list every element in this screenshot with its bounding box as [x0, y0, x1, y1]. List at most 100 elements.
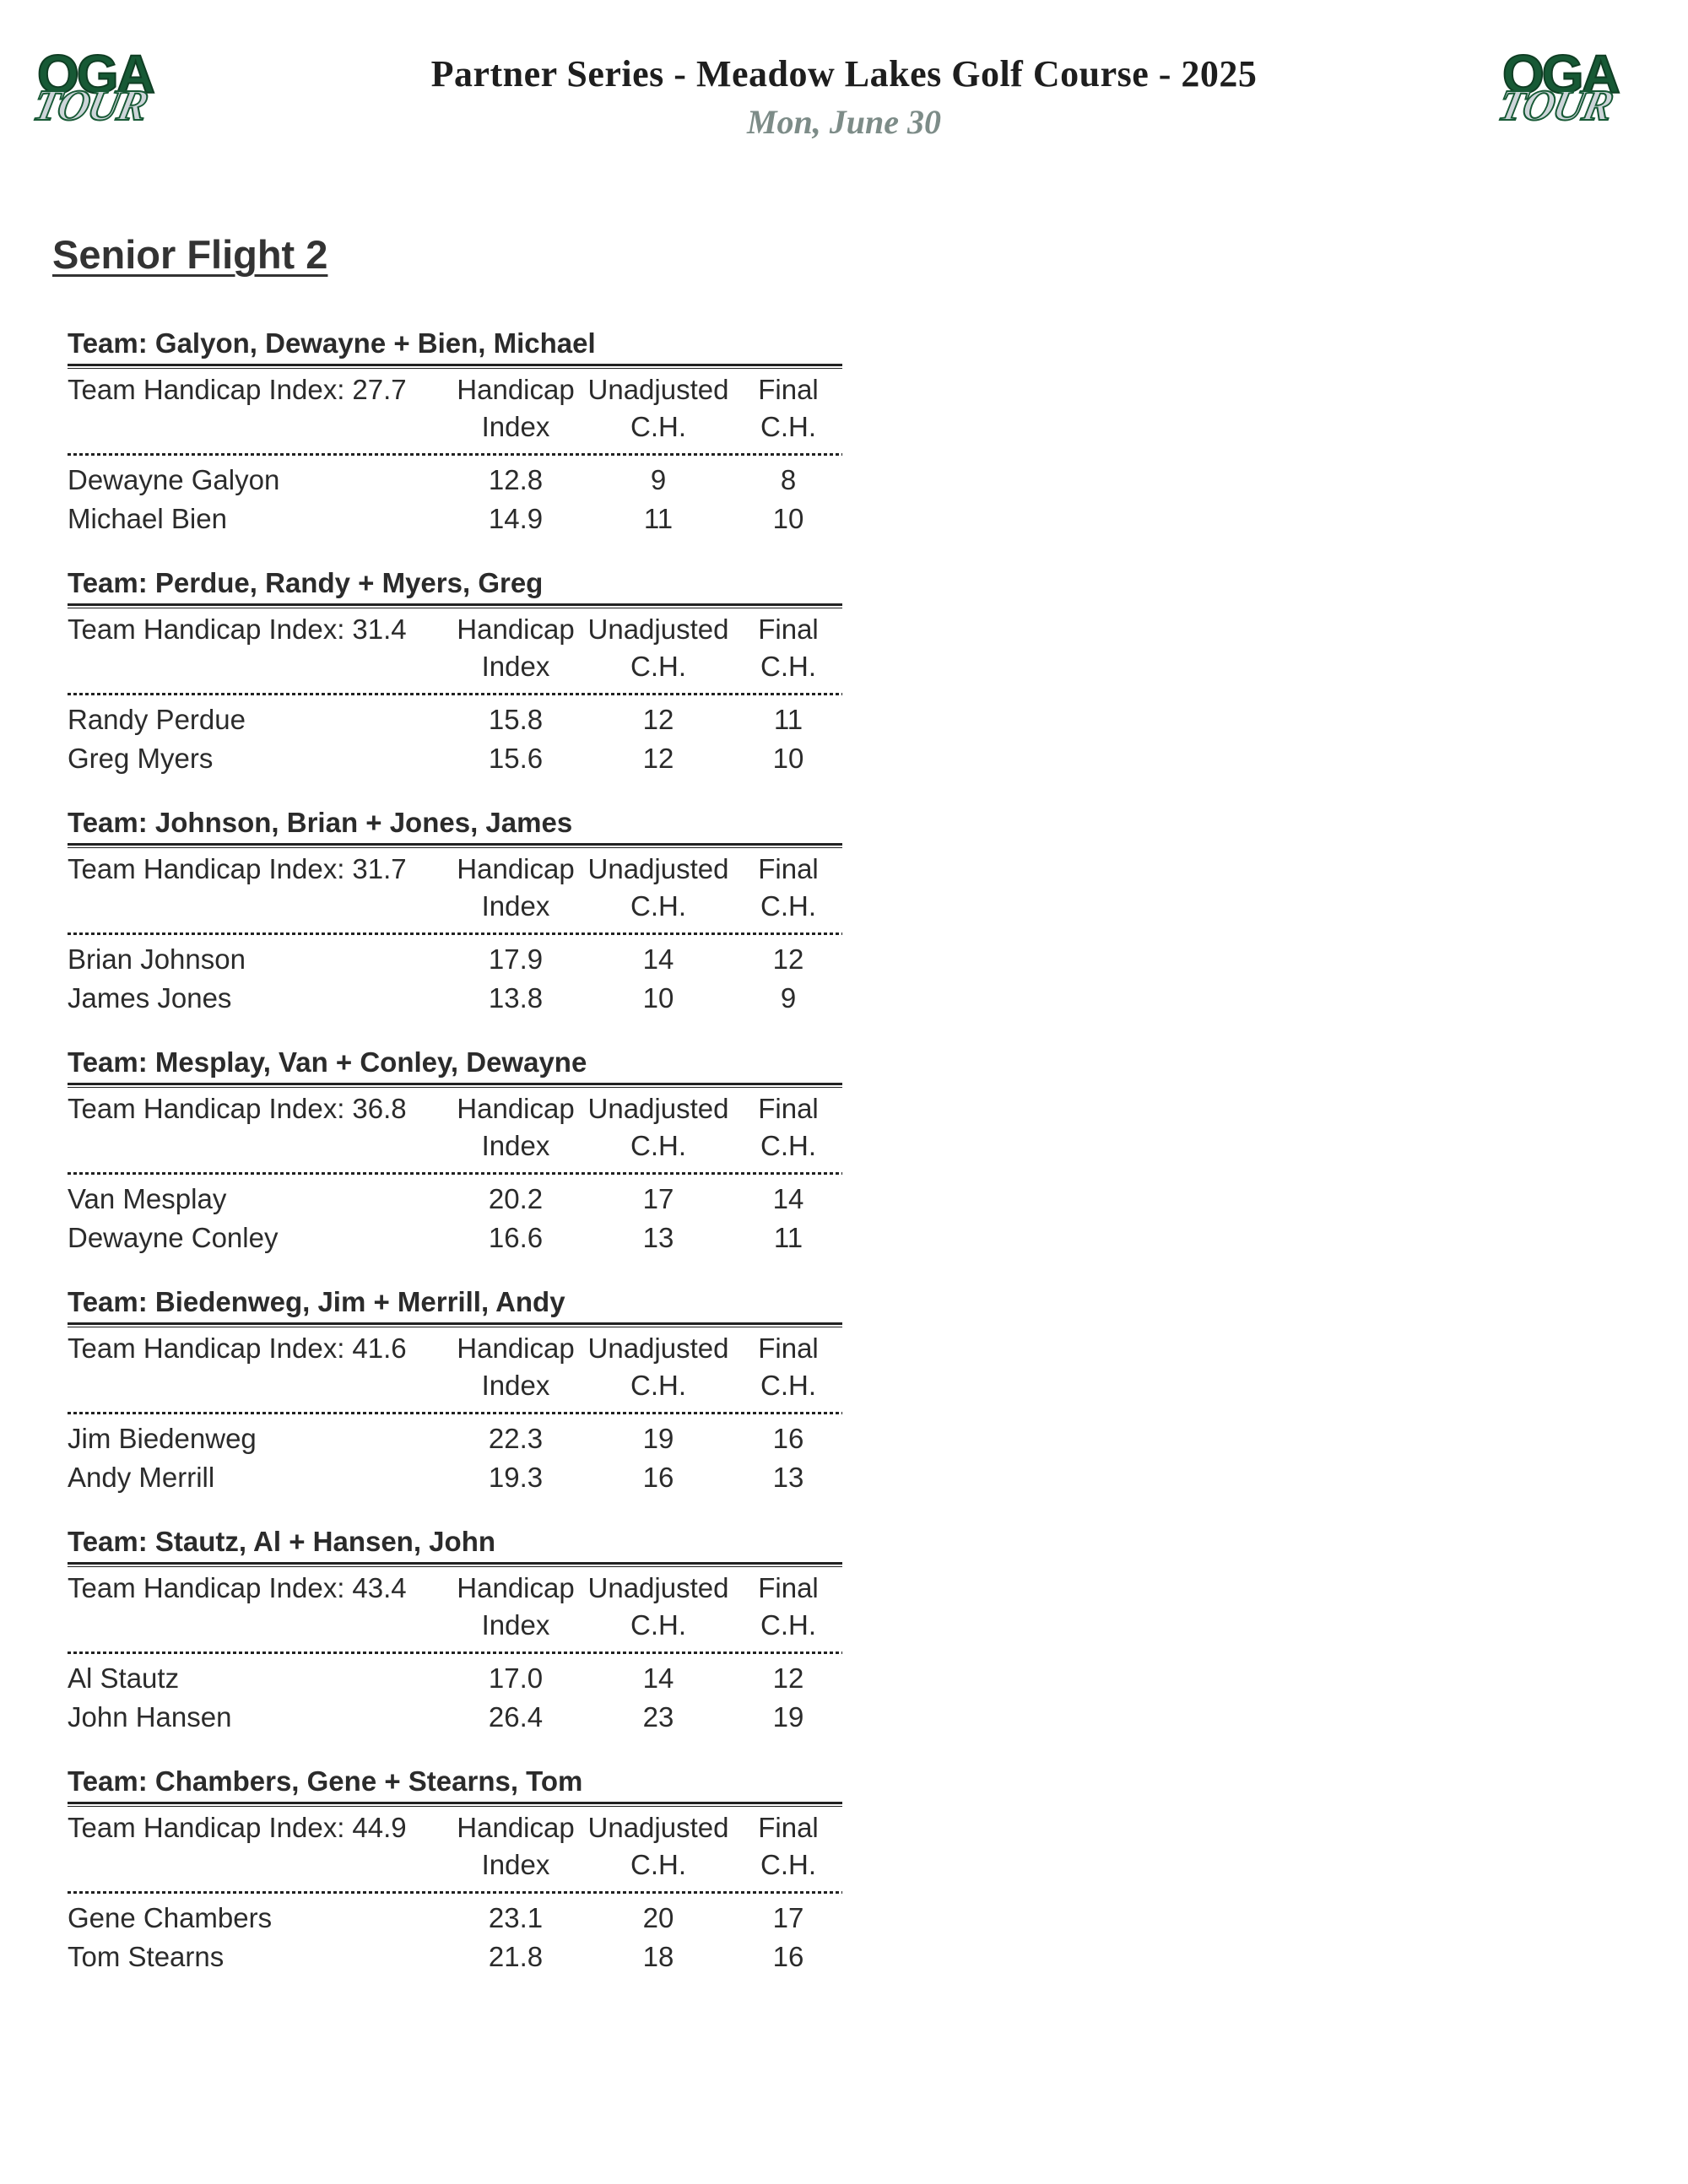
player-row: Gene Chambers 23.1 20 17 [68, 1899, 842, 1938]
col-header-line2: Index [481, 1370, 550, 1401]
col-header-unadjusted-ch: Unadjusted C.H. [582, 1809, 734, 1884]
player-unadjusted-ch: 9 [650, 464, 667, 495]
player-row: Dewayne Conley 16.6 13 11 [68, 1219, 842, 1257]
col-header-unadjusted-ch: Unadjusted C.H. [582, 851, 734, 925]
player-name: Jim Biedenweg [68, 1423, 257, 1454]
player-name: Al Stautz [68, 1662, 180, 1694]
player-final-ch: 17 [772, 1902, 804, 1933]
team-rule-divider [68, 364, 842, 369]
dashed-divider [68, 693, 842, 695]
team-rule-divider [68, 1322, 842, 1327]
team-block: Team: Stautz, Al + Hansen, John Team Han… [68, 1523, 842, 1737]
col-header-final-ch: Final C.H. [734, 1090, 842, 1165]
col-header-final-ch: Final C.H. [734, 1809, 842, 1884]
player-name: Tom Stearns [68, 1941, 225, 1972]
player-row: Jim Biedenweg 22.3 19 16 [68, 1419, 842, 1458]
col-header-unadjusted-ch: Unadjusted C.H. [582, 371, 734, 446]
team-handicap-label: Team Handicap Index: [68, 1333, 345, 1364]
dashed-divider [68, 1172, 842, 1175]
team-name: Team: Chambers, Gene + Stearns, Tom [68, 1765, 583, 1797]
team-handicap-index-cell: Team Handicap Index: 31.7 [68, 851, 449, 925]
team-name: Team: Galyon, Dewayne + Bien, Michael [68, 327, 596, 359]
team-handicap-index-cell: Team Handicap Index: 27.7 [68, 371, 449, 446]
player-final-ch: 10 [772, 743, 804, 774]
team-handicap-value: 31.7 [352, 853, 407, 884]
oga-tour-logo-right: OGA TOUR [1493, 44, 1637, 135]
player-unadjusted-ch: 23 [642, 1701, 674, 1733]
player-final-ch: 16 [772, 1941, 804, 1972]
team-block: Team: Galyon, Dewayne + Bien, Michael Te… [68, 325, 842, 538]
player-unadjusted-ch: 13 [642, 1222, 674, 1253]
col-header-final-ch: Final C.H. [734, 1330, 842, 1404]
player-final-ch: 13 [772, 1462, 804, 1493]
player-handicap-index: 15.6 [488, 743, 544, 774]
player-name: Brian Johnson [68, 943, 246, 975]
player-handicap-index: 15.8 [488, 704, 544, 735]
table-header-row: Team Handicap Index: 31.4 Handicap Index … [68, 608, 842, 685]
team-handicap-value: 43.4 [352, 1572, 407, 1603]
table-header-row: Team Handicap Index: 44.9 Handicap Index … [68, 1807, 842, 1884]
col-header-line1: Final [758, 374, 819, 405]
col-header-line1: Final [758, 614, 819, 645]
col-header-line1: Unadjusted [587, 1333, 729, 1364]
team-handicap-index-cell: Team Handicap Index: 36.8 [68, 1090, 449, 1165]
col-header-line1: Handicap [457, 853, 575, 884]
player-row: Dewayne Galyon 12.8 9 8 [68, 461, 842, 500]
team-handicap-label: Team Handicap Index: [68, 853, 345, 884]
team-block: Team: Perdue, Randy + Myers, Greg Team H… [68, 565, 842, 778]
player-name: Dewayne Conley [68, 1222, 279, 1253]
player-final-ch: 8 [780, 464, 797, 495]
player-row: James Jones 13.8 10 9 [68, 979, 842, 1018]
dashed-divider [68, 453, 842, 456]
col-header-handicap-index: Handicap Index [449, 1330, 582, 1404]
player-final-ch: 12 [772, 1662, 804, 1694]
col-header-line2: Index [481, 411, 550, 442]
player-row: Michael Bien 14.9 11 10 [68, 500, 842, 538]
player-unadjusted-ch: 12 [642, 743, 674, 774]
team-rule-divider [68, 843, 842, 848]
player-row: Tom Stearns 21.8 18 16 [68, 1938, 842, 1976]
team-handicap-value: 31.4 [352, 614, 407, 645]
col-header-line2: Index [481, 1130, 550, 1161]
oga-logo-text: OGA [1501, 44, 1621, 105]
col-header-line2: Index [481, 1609, 550, 1641]
col-header-line1: Final [758, 1333, 819, 1364]
player-handicap-index: 17.0 [488, 1662, 544, 1694]
team-handicap-label: Team Handicap Index: [68, 1093, 345, 1124]
col-header-line2: C.H. [630, 1130, 686, 1161]
team-rule-divider [68, 1083, 842, 1088]
player-handicap-index: 26.4 [488, 1701, 544, 1733]
player-name: Randy Perdue [68, 704, 246, 735]
team-name: Team: Biedenweg, Jim + Merrill, Andy [68, 1286, 565, 1317]
player-handicap-index: 20.2 [488, 1183, 544, 1214]
player-name: Greg Myers [68, 743, 214, 774]
team-handicap-value: 41.6 [352, 1333, 407, 1364]
col-header-line1: Handicap [457, 1572, 575, 1603]
teams-container: Team: Galyon, Dewayne + Bien, Michael Te… [52, 325, 1688, 1976]
team-handicap-index-cell: Team Handicap Index: 44.9 [68, 1809, 449, 1884]
player-name: Van Mesplay [68, 1183, 227, 1214]
col-header-unadjusted-ch: Unadjusted C.H. [582, 1330, 734, 1404]
oga-logo-text: OGA [36, 44, 156, 105]
player-handicap-index: 16.6 [488, 1222, 544, 1253]
col-header-line2: Index [481, 890, 550, 922]
team-name: Team: Perdue, Randy + Myers, Greg [68, 567, 544, 598]
player-row: Van Mesplay 20.2 17 14 [68, 1180, 842, 1219]
event-date: Mon, June 30 [746, 103, 942, 141]
header-text-block: Partner Series - Meadow Lakes Golf Cours… [0, 0, 1688, 142]
tour-logo-text: TOUR [28, 81, 152, 131]
team-handicap-label: Team Handicap Index: [68, 614, 345, 645]
dashed-divider [68, 1412, 842, 1414]
col-header-line2: C.H. [760, 1849, 816, 1880]
team-name: Team: Mesplay, Van + Conley, Dewayne [68, 1046, 587, 1078]
flight-title: Senior Flight 2 [52, 232, 328, 277]
player-row: Randy Perdue 15.8 12 11 [68, 700, 842, 739]
col-header-line1: Unadjusted [587, 853, 729, 884]
player-handicap-index: 21.8 [488, 1941, 544, 1972]
col-header-line1: Handicap [457, 614, 575, 645]
team-handicap-index-cell: Team Handicap Index: 31.4 [68, 611, 449, 685]
col-header-handicap-index: Handicap Index [449, 371, 582, 446]
player-handicap-index: 19.3 [488, 1462, 544, 1493]
player-unadjusted-ch: 14 [642, 943, 674, 975]
col-header-line1: Handicap [457, 374, 575, 405]
